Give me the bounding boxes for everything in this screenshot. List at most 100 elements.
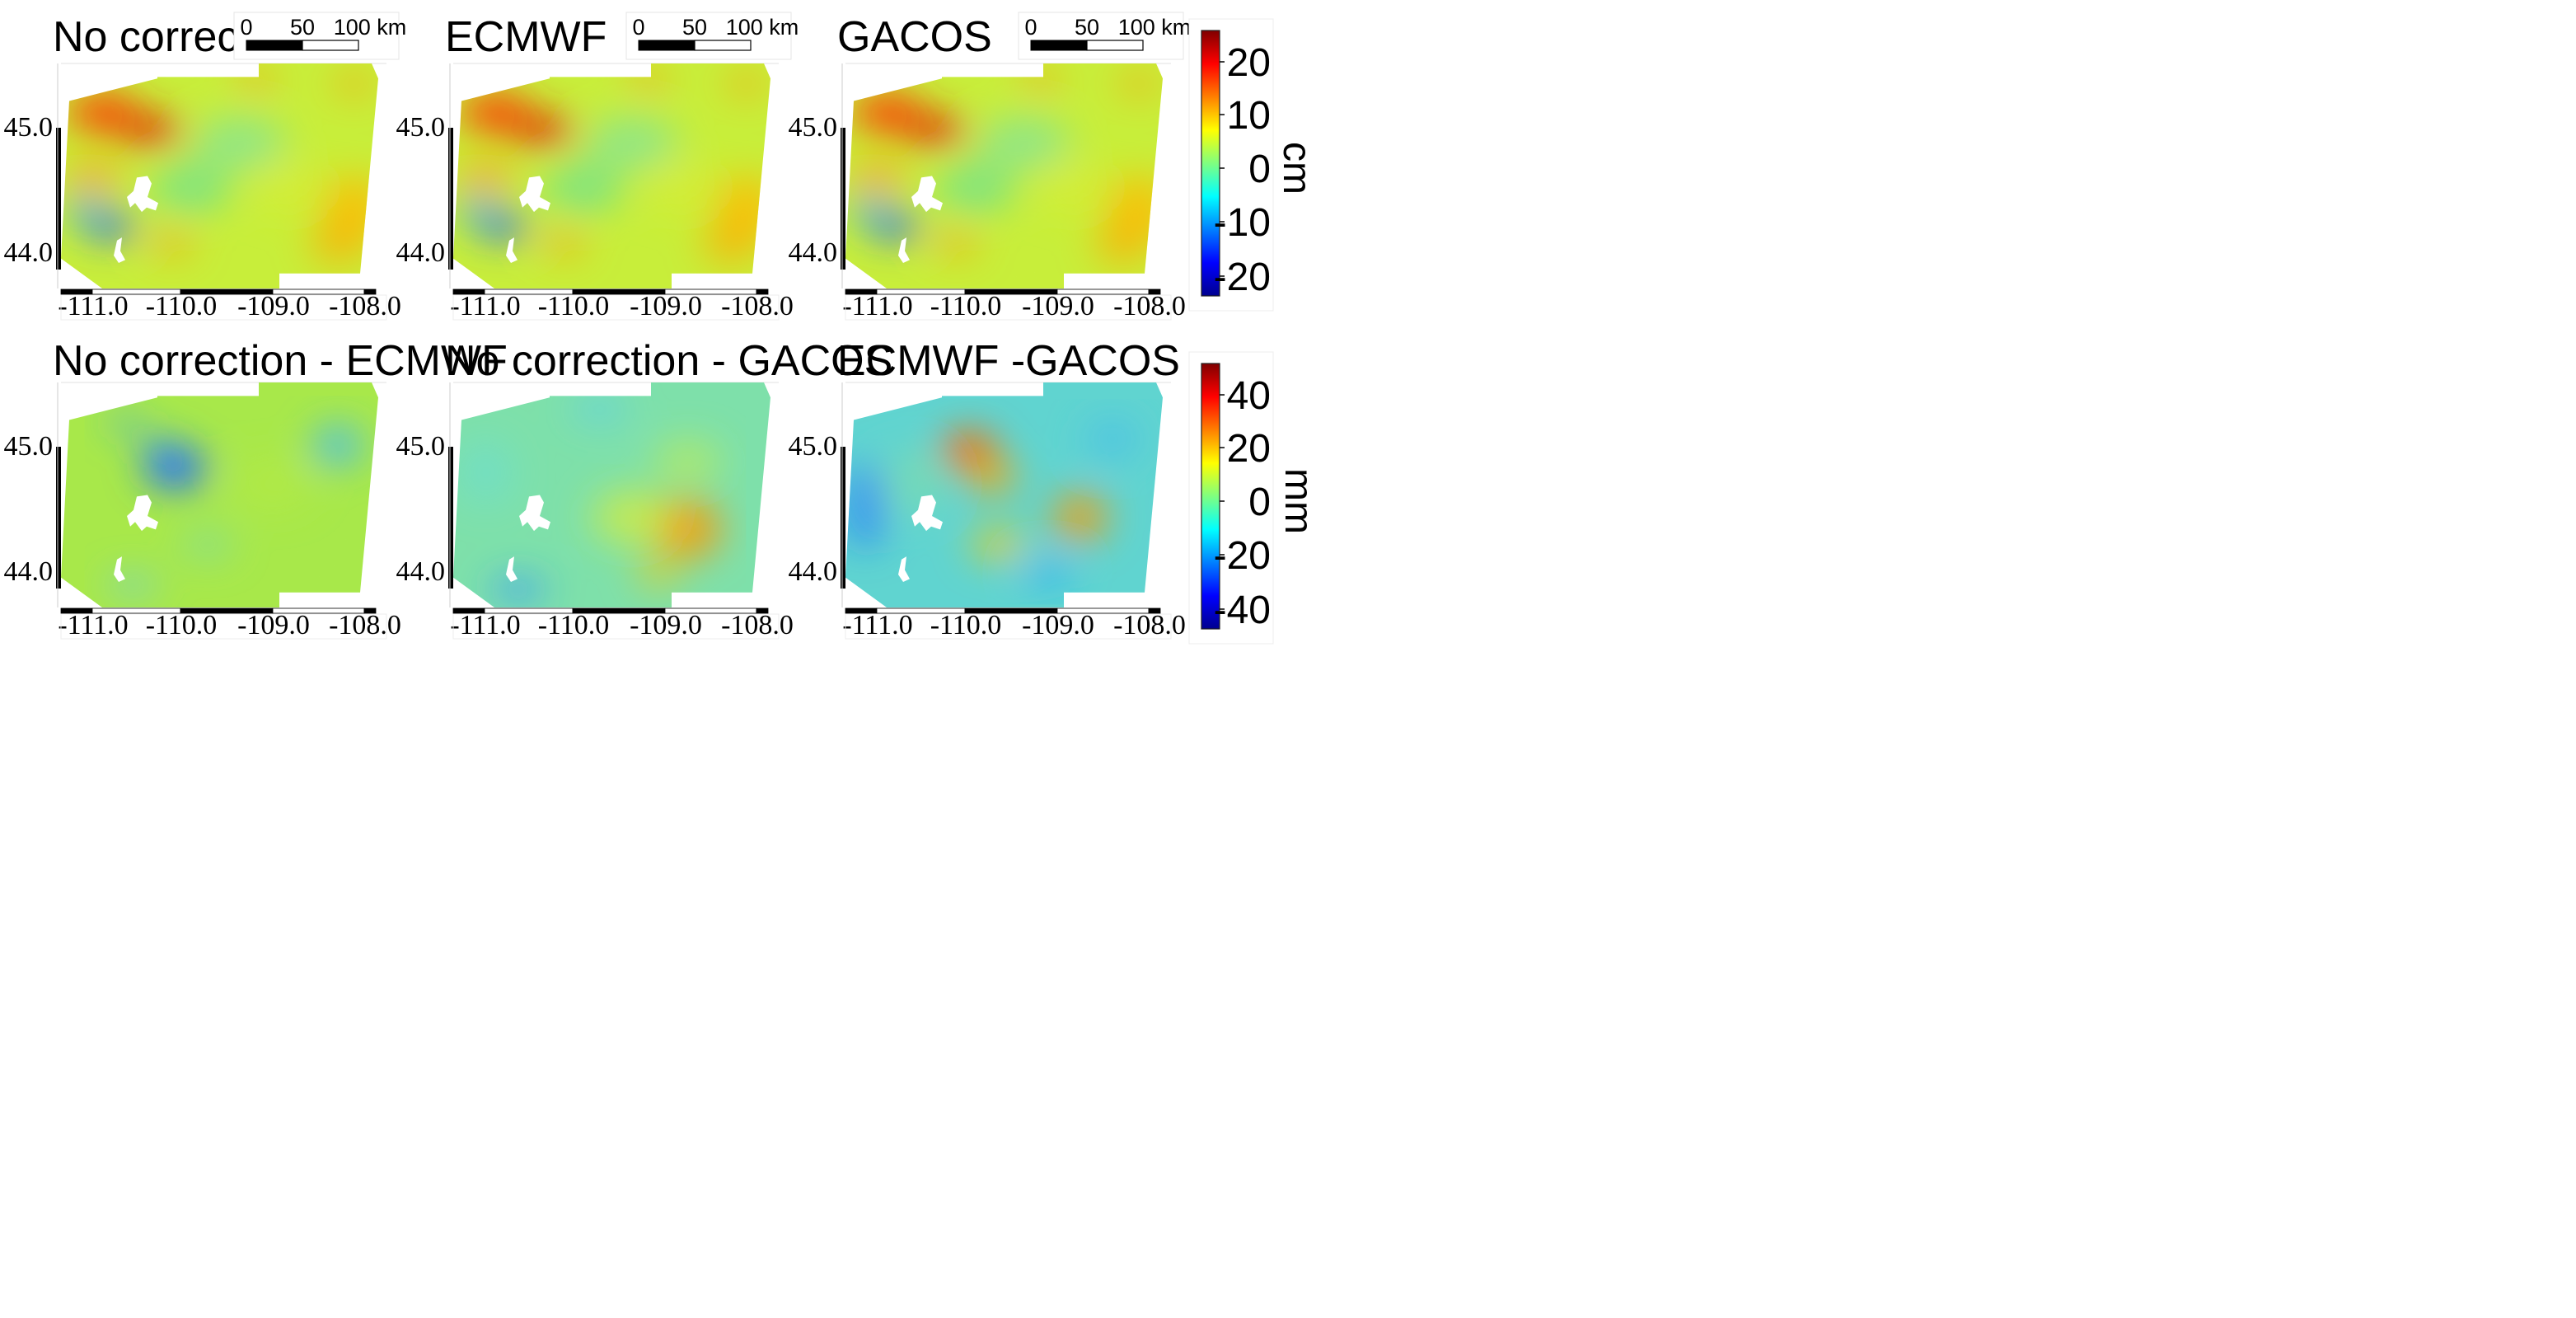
y-tick-label: 45.0 bbox=[396, 112, 446, 143]
latitude-scale-bar bbox=[841, 447, 845, 589]
longitude-scale-bar-segment bbox=[1148, 607, 1161, 614]
colorbar-tick-label: -20 bbox=[1214, 256, 1271, 299]
colorbar-ramp bbox=[1201, 30, 1220, 297]
displacement-map bbox=[61, 382, 378, 608]
y-tick-label: 45.0 bbox=[789, 112, 838, 143]
longitude-scale-bar-segment bbox=[363, 288, 377, 295]
scale-bar: 0 50 100 km bbox=[625, 12, 799, 60]
latitude-scale-bar bbox=[448, 447, 453, 589]
displacement-map bbox=[453, 63, 770, 289]
latitude-scale-bar bbox=[841, 128, 845, 270]
x-tick-label: -110.0 bbox=[146, 610, 218, 640]
y-tick-label: 44.0 bbox=[789, 237, 838, 268]
scale-bar-white bbox=[694, 40, 752, 51]
map-speckle bbox=[61, 63, 378, 289]
scale-bar-label: 0 bbox=[632, 15, 644, 40]
lake-mask bbox=[519, 176, 550, 213]
scale-bar-black bbox=[638, 40, 696, 51]
y-tick-label: 44.0 bbox=[789, 556, 838, 587]
colorbar-tick-label: 20 bbox=[1227, 41, 1271, 85]
panel-title: ECMWF -GACOS bbox=[837, 337, 1180, 385]
x-tick-label: -111.0 bbox=[58, 291, 128, 321]
scale-bar-label: 50 bbox=[682, 15, 707, 40]
colorbar-tick-label: 10 bbox=[1227, 94, 1271, 138]
longitude-scale-bar-segment bbox=[1148, 288, 1161, 295]
scale-bar-label: 100 km bbox=[726, 15, 799, 40]
map-speckle bbox=[453, 63, 770, 289]
map-speckle bbox=[61, 382, 378, 608]
x-tick-label: -108.0 bbox=[721, 291, 794, 321]
colorbar-tick-label: 0 bbox=[1248, 148, 1271, 191]
colorbar-tick-label: -40 bbox=[1214, 589, 1271, 632]
scale-bar-label: 100 km bbox=[1118, 15, 1192, 40]
scale-bar-box bbox=[1018, 12, 1184, 60]
panel-title: No correction - ECMWF bbox=[53, 337, 508, 385]
map-panel: GACOS 45.0 44.0-111.0 -110.0 -109.0 -108.0 0 50… bbox=[789, 12, 1192, 321]
lake-mask bbox=[127, 495, 158, 532]
scale-bar-black bbox=[246, 40, 303, 51]
x-tick-box bbox=[452, 294, 780, 321]
y-tick-label: 45.0 bbox=[396, 431, 446, 462]
scale-bar-label: 50 bbox=[1075, 15, 1099, 40]
scale-bar-label: 50 bbox=[290, 15, 315, 40]
colorbar-tick-label: -20 bbox=[1214, 534, 1271, 578]
x-tick-label: -109.0 bbox=[630, 291, 702, 321]
longitude-scale-bar-segment bbox=[363, 607, 377, 614]
x-tick-label: -109.0 bbox=[237, 610, 310, 640]
colorbar-tick-label: -10 bbox=[1214, 201, 1271, 245]
panel-title: ECMWF bbox=[445, 13, 607, 61]
panel-title: No correction - GACOS bbox=[445, 337, 892, 385]
y-tick-label: 44.0 bbox=[4, 237, 54, 268]
scale-bar-label: 0 bbox=[240, 15, 252, 40]
x-tick-label: -111.0 bbox=[450, 291, 520, 321]
scale-bar-label: 0 bbox=[1024, 15, 1037, 40]
x-tick-box bbox=[845, 613, 1172, 640]
lake-mask bbox=[911, 176, 943, 213]
latitude-scale-bar bbox=[56, 447, 61, 589]
displacement-map bbox=[845, 382, 1163, 608]
latitude-scale-bar bbox=[56, 128, 61, 270]
x-tick-label: -109.0 bbox=[1022, 610, 1094, 640]
reservoir-mask bbox=[114, 237, 125, 264]
x-tick-label: -108.0 bbox=[721, 610, 794, 640]
scale-bar-white bbox=[1086, 40, 1144, 51]
map-panel: No correction - ECMWF 45.0 44.0 -111.0 -110.… bbox=[4, 337, 508, 640]
scale-bar-label: 100 km bbox=[334, 15, 407, 40]
x-tick-label: -111.0 bbox=[450, 610, 520, 640]
x-tick-label: -109.0 bbox=[1022, 291, 1094, 321]
x-tick-label: -110.0 bbox=[930, 610, 1002, 640]
scale-bar: 0 50 100 km bbox=[233, 12, 407, 60]
longitude-scale-bar-segment bbox=[756, 288, 769, 295]
x-tick-label: -110.0 bbox=[930, 291, 1002, 321]
latitude-scale-bar bbox=[448, 128, 453, 270]
lake-mask bbox=[519, 495, 550, 532]
x-tick-label: -111.0 bbox=[58, 610, 128, 640]
colorbar-ramp bbox=[1201, 363, 1220, 630]
x-tick-label: -108.0 bbox=[329, 610, 401, 640]
colorbar-tick-label: 0 bbox=[1248, 481, 1271, 524]
map-speckle bbox=[845, 382, 1163, 608]
x-tick-label: -110.0 bbox=[538, 291, 610, 321]
y-tick-label: 44.0 bbox=[396, 556, 446, 587]
x-tick-box bbox=[452, 613, 780, 640]
x-tick-box bbox=[845, 294, 1172, 321]
reservoir-mask bbox=[506, 556, 518, 583]
x-tick-label: -111.0 bbox=[842, 610, 912, 640]
lake-mask bbox=[911, 495, 943, 532]
x-tick-label: -110.0 bbox=[538, 610, 610, 640]
displacement-map bbox=[61, 63, 378, 289]
reservoir-mask bbox=[898, 237, 910, 264]
y-tick-label: 45.0 bbox=[4, 112, 54, 143]
colorbar-tick-label: 20 bbox=[1227, 427, 1271, 471]
map-speckle bbox=[845, 63, 1163, 289]
colorbar-tick-label: 40 bbox=[1227, 374, 1271, 418]
colorbar: 40 20 0 -20 -40 mm bbox=[1188, 351, 1320, 645]
colorbar-unit: cm bbox=[1275, 142, 1318, 195]
y-tick-label: 45.0 bbox=[789, 431, 838, 462]
x-tick-label: -111.0 bbox=[842, 291, 912, 321]
x-tick-label: -108.0 bbox=[329, 291, 401, 321]
